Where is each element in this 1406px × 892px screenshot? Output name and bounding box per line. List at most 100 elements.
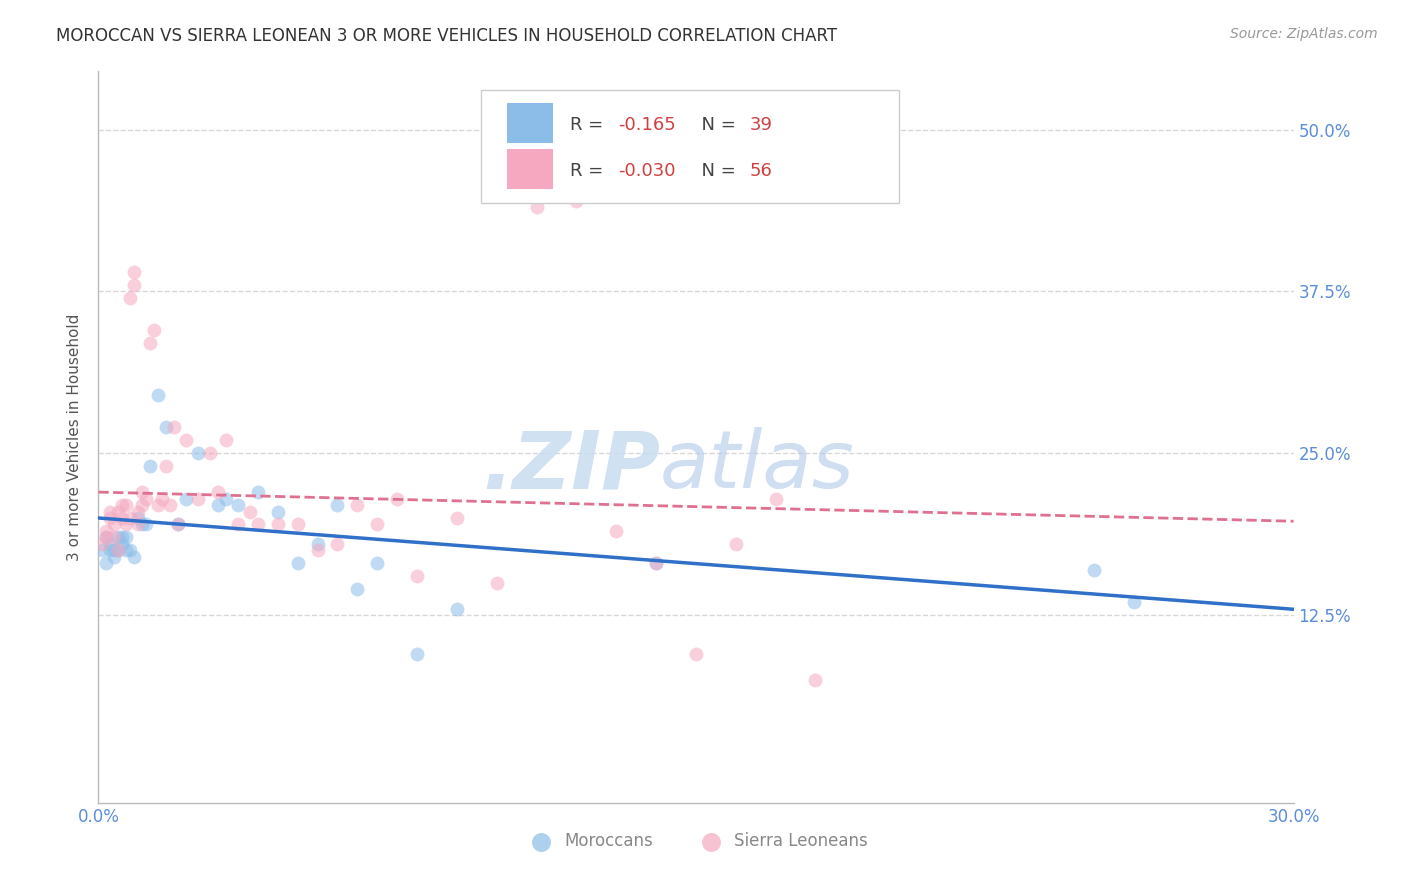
Point — [198, 446, 221, 460]
Point — [385, 491, 409, 506]
Point — [645, 557, 668, 571]
Point — [111, 537, 134, 551]
Point — [155, 420, 177, 434]
Point — [127, 517, 149, 532]
Point — [91, 543, 114, 558]
Point — [115, 530, 138, 544]
Point — [366, 517, 388, 532]
Point — [226, 517, 249, 532]
Point — [120, 291, 142, 305]
FancyBboxPatch shape — [481, 90, 900, 203]
Text: R =: R = — [571, 162, 609, 180]
Point — [346, 582, 368, 597]
Point — [96, 530, 118, 544]
Point — [124, 265, 146, 279]
Point — [98, 543, 122, 558]
Point — [804, 673, 827, 687]
Point — [96, 524, 118, 538]
Point — [96, 530, 118, 544]
Point — [267, 504, 290, 518]
Point — [103, 530, 125, 544]
Point — [120, 511, 142, 525]
Point — [226, 498, 249, 512]
Point — [107, 543, 129, 558]
Point — [98, 511, 122, 525]
Point — [131, 485, 153, 500]
Text: -0.165: -0.165 — [619, 116, 676, 134]
Point — [139, 459, 162, 474]
Point — [107, 504, 129, 518]
Legend: Moroccans, Sierra Leoneans: Moroccans, Sierra Leoneans — [517, 825, 875, 856]
Point — [98, 537, 122, 551]
Point — [150, 491, 173, 506]
Point — [1083, 563, 1105, 577]
Point — [724, 537, 747, 551]
Text: Source: ZipAtlas.com: Source: ZipAtlas.com — [1230, 27, 1378, 41]
Point — [115, 517, 138, 532]
Point — [287, 517, 309, 532]
Point — [107, 543, 129, 558]
Point — [446, 511, 468, 525]
Point — [107, 530, 129, 544]
Point — [159, 498, 181, 512]
Point — [127, 511, 149, 525]
Text: atlas: atlas — [661, 427, 855, 506]
Point — [346, 498, 368, 512]
Text: 39: 39 — [749, 116, 773, 134]
Text: N =: N = — [690, 162, 741, 180]
Text: -0.030: -0.030 — [619, 162, 676, 180]
Point — [135, 517, 157, 532]
Point — [111, 530, 134, 544]
Text: MOROCCAN VS SIERRA LEONEAN 3 OR MORE VEHICLES IN HOUSEHOLD CORRELATION CHART: MOROCCAN VS SIERRA LEONEAN 3 OR MORE VEH… — [56, 27, 838, 45]
Point — [163, 420, 186, 434]
Point — [406, 569, 429, 583]
Point — [307, 543, 329, 558]
Point — [111, 511, 134, 525]
Point — [605, 524, 627, 538]
Point — [174, 434, 197, 448]
Point — [246, 485, 269, 500]
Point — [565, 194, 588, 208]
Point — [526, 200, 548, 214]
Point — [1123, 595, 1146, 609]
Point — [139, 336, 162, 351]
Text: .ZIP: .ZIP — [482, 427, 661, 506]
Point — [207, 498, 229, 512]
FancyBboxPatch shape — [508, 149, 553, 189]
Point — [98, 504, 122, 518]
Point — [103, 517, 125, 532]
Text: R =: R = — [571, 116, 609, 134]
Point — [287, 557, 309, 571]
FancyBboxPatch shape — [508, 103, 553, 143]
Point — [143, 323, 166, 337]
Point — [446, 601, 468, 615]
Point — [765, 491, 787, 506]
Point — [406, 647, 429, 661]
Point — [103, 549, 125, 564]
Point — [124, 277, 146, 292]
Point — [246, 517, 269, 532]
Point — [645, 557, 668, 571]
Y-axis label: 3 or more Vehicles in Household: 3 or more Vehicles in Household — [67, 313, 83, 561]
Point — [115, 498, 138, 512]
Point — [215, 491, 238, 506]
Point — [207, 485, 229, 500]
Point — [187, 491, 209, 506]
Point — [485, 575, 508, 590]
Point — [155, 459, 177, 474]
Point — [326, 498, 349, 512]
Point — [131, 498, 153, 512]
Point — [307, 537, 329, 551]
Point — [96, 557, 118, 571]
Point — [103, 543, 125, 558]
Point — [115, 543, 138, 558]
Point — [167, 517, 190, 532]
Point — [326, 537, 349, 551]
Point — [167, 517, 190, 532]
Point — [685, 647, 707, 661]
Point — [366, 557, 388, 571]
Point — [91, 537, 114, 551]
Point — [148, 388, 170, 402]
Point — [215, 434, 238, 448]
Point — [135, 491, 157, 506]
